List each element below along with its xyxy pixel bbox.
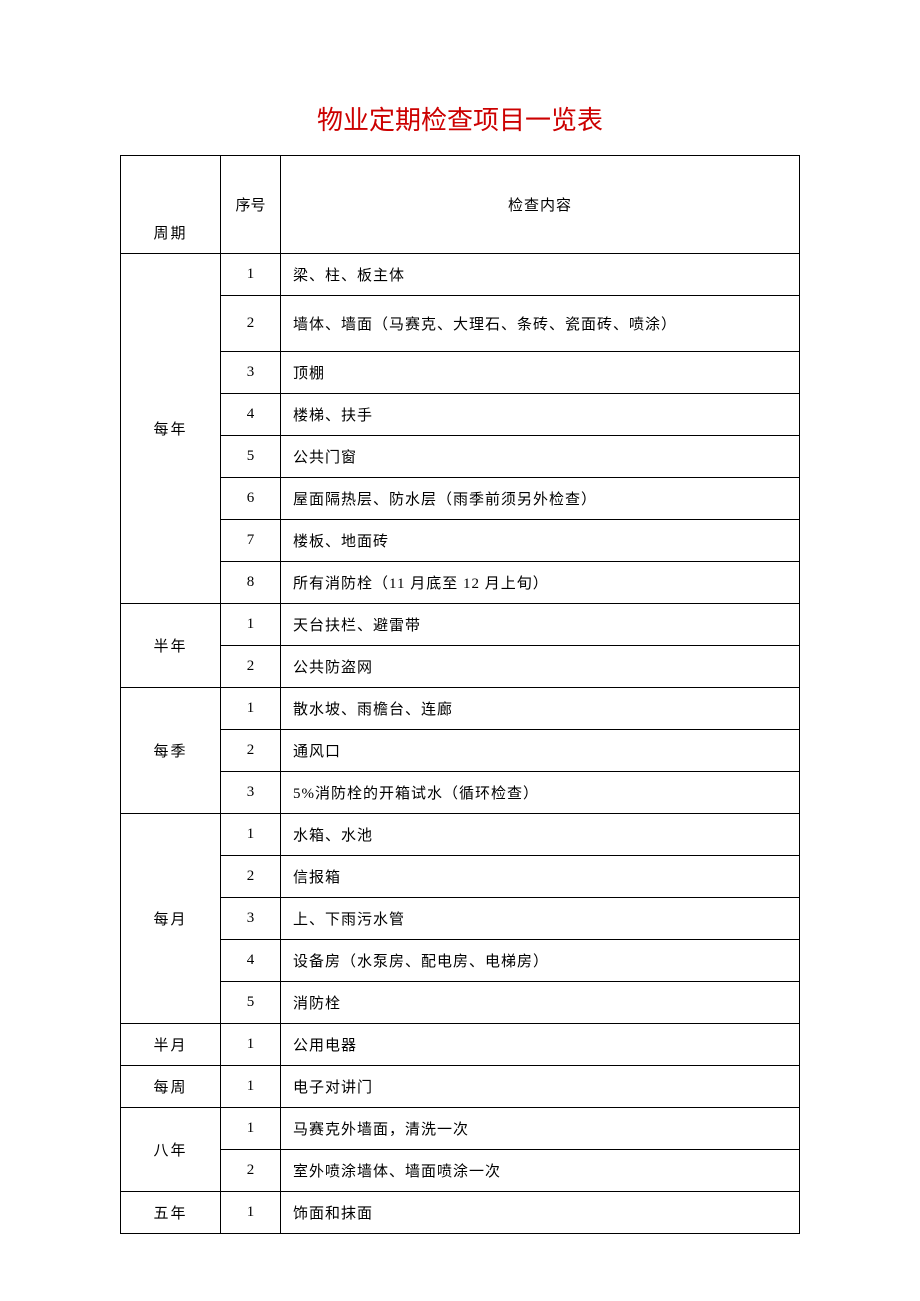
content-cell: 所有消防栓（11 月底至 12 月上旬） [281,562,800,604]
content-cell: 通风口 [281,730,800,772]
table-row: 5公共门窗 [121,436,800,478]
table-row: 半年1天台扶栏、避雷带 [121,604,800,646]
seq-cell: 1 [221,1024,281,1066]
seq-cell: 1 [221,254,281,296]
table-row: 2信报箱 [121,856,800,898]
seq-cell: 1 [221,688,281,730]
table-row: 每年1梁、柱、板主体 [121,254,800,296]
inspection-table: 周期 序号 检查内容 每年1梁、柱、板主体2墙体、墙面（马赛克、大理石、条砖、瓷… [120,155,800,1234]
seq-cell: 5 [221,436,281,478]
table-row: 2墙体、墙面（马赛克、大理石、条砖、瓷面砖、喷涂） [121,296,800,352]
table-row: 每季1散水坡、雨檐台、连廊 [121,688,800,730]
table-row: 4设备房（水泵房、配电房、电梯房） [121,940,800,982]
seq-cell: 4 [221,940,281,982]
seq-cell: 4 [221,394,281,436]
period-cell: 半年 [121,604,221,688]
period-cell: 五年 [121,1192,221,1234]
table-row: 五年1饰面和抹面 [121,1192,800,1234]
seq-cell: 1 [221,1066,281,1108]
seq-cell: 1 [221,1192,281,1234]
content-cell: 公用电器 [281,1024,800,1066]
table-header-row: 周期 序号 检查内容 [121,156,800,254]
content-cell: 消防栓 [281,982,800,1024]
seq-cell: 1 [221,604,281,646]
table-row: 5消防栓 [121,982,800,1024]
col-header-seq: 序号 [221,156,281,254]
table-row: 八年1马赛克外墙面，清洗一次 [121,1108,800,1150]
seq-cell: 7 [221,520,281,562]
period-cell: 八年 [121,1108,221,1192]
content-cell: 屋面隔热层、防水层（雨季前须另外检查） [281,478,800,520]
content-cell: 公共防盗网 [281,646,800,688]
table-row: 7楼板、地面砖 [121,520,800,562]
content-cell: 散水坡、雨檐台、连廊 [281,688,800,730]
seq-cell: 2 [221,856,281,898]
content-cell: 墙体、墙面（马赛克、大理石、条砖、瓷面砖、喷涂） [281,296,800,352]
seq-cell: 3 [221,898,281,940]
period-cell: 每周 [121,1066,221,1108]
seq-cell: 5 [221,982,281,1024]
content-cell: 信报箱 [281,856,800,898]
content-cell: 马赛克外墙面，清洗一次 [281,1108,800,1150]
seq-cell: 2 [221,730,281,772]
seq-cell: 3 [221,772,281,814]
seq-cell: 2 [221,1150,281,1192]
seq-cell: 2 [221,296,281,352]
table-row: 3顶棚 [121,352,800,394]
period-cell: 每月 [121,814,221,1024]
seq-cell: 8 [221,562,281,604]
period-cell: 每年 [121,254,221,604]
seq-cell: 1 [221,814,281,856]
table-row: 每月1水箱、水池 [121,814,800,856]
content-cell: 饰面和抹面 [281,1192,800,1234]
table-row: 2室外喷涂墙体、墙面喷涂一次 [121,1150,800,1192]
col-header-period: 周期 [121,156,221,254]
table-row: 8所有消防栓（11 月底至 12 月上旬） [121,562,800,604]
table-row: 4楼梯、扶手 [121,394,800,436]
seq-cell: 1 [221,1108,281,1150]
seq-cell: 2 [221,646,281,688]
content-cell: 室外喷涂墙体、墙面喷涂一次 [281,1150,800,1192]
content-cell: 公共门窗 [281,436,800,478]
table-row: 每周1电子对讲门 [121,1066,800,1108]
table-row: 6屋面隔热层、防水层（雨季前须另外检查） [121,478,800,520]
page-title: 物业定期检查项目一览表 [120,100,800,137]
content-cell: 天台扶栏、避雷带 [281,604,800,646]
table-row: 半月1公用电器 [121,1024,800,1066]
content-cell: 5%消防栓的开箱试水（循环检查） [281,772,800,814]
content-cell: 水箱、水池 [281,814,800,856]
period-cell: 半月 [121,1024,221,1066]
col-header-content: 检查内容 [281,156,800,254]
content-cell: 设备房（水泵房、配电房、电梯房） [281,940,800,982]
content-cell: 顶棚 [281,352,800,394]
seq-cell: 3 [221,352,281,394]
content-cell: 楼梯、扶手 [281,394,800,436]
table-row: 35%消防栓的开箱试水（循环检查） [121,772,800,814]
content-cell: 电子对讲门 [281,1066,800,1108]
table-row: 2公共防盗网 [121,646,800,688]
table-row: 3上、下雨污水管 [121,898,800,940]
table-body: 周期 序号 检查内容 每年1梁、柱、板主体2墙体、墙面（马赛克、大理石、条砖、瓷… [121,156,800,1234]
table-row: 2通风口 [121,730,800,772]
content-cell: 上、下雨污水管 [281,898,800,940]
seq-cell: 6 [221,478,281,520]
content-cell: 楼板、地面砖 [281,520,800,562]
period-cell: 每季 [121,688,221,814]
content-cell: 梁、柱、板主体 [281,254,800,296]
